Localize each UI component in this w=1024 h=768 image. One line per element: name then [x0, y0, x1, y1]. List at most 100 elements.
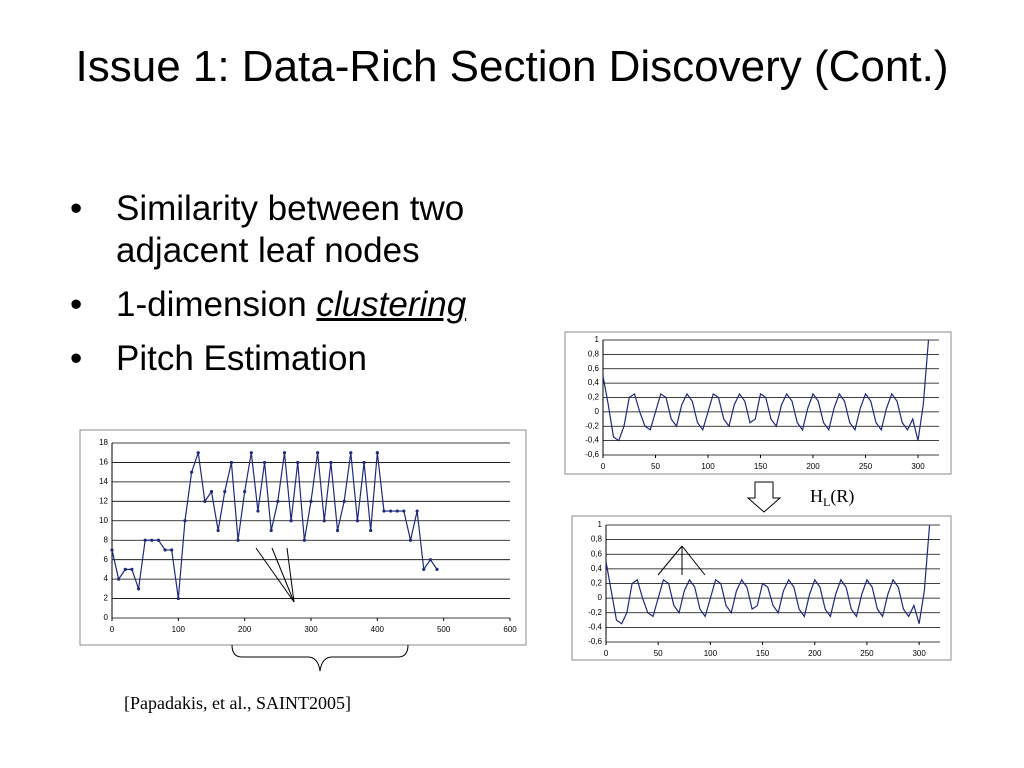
data-point — [329, 460, 333, 465]
data-point — [223, 490, 227, 494]
bullet: 1-dimension clustering — [60, 284, 560, 326]
data-point — [256, 509, 260, 513]
data-point — [375, 451, 379, 455]
y-tick-label: -0,6 — [588, 637, 602, 646]
bullet: Similarity between two adjacent leaf nod… — [60, 188, 560, 272]
x-tick-label: 600 — [503, 625, 517, 634]
data-point — [302, 538, 306, 542]
data-point — [408, 538, 413, 542]
x-tick-label: 0 — [601, 462, 606, 471]
y-tick-label: 0,4 — [588, 378, 600, 387]
data-point — [422, 567, 426, 571]
y-tick-label: 6 — [104, 555, 109, 564]
data-point — [117, 577, 121, 581]
y-tick-label: -0,2 — [588, 608, 602, 617]
y-tick-label: 0 — [598, 593, 603, 602]
x-tick-label: 200 — [808, 649, 822, 658]
y-tick-label: 4 — [104, 574, 109, 583]
bullet-emphasis: clustering — [316, 285, 467, 324]
data-point — [362, 460, 366, 465]
annotation-part: H — [810, 486, 823, 506]
data-point — [322, 519, 326, 523]
y-tick-label: 12 — [99, 496, 108, 505]
y-tick-label: 1 — [598, 520, 603, 529]
x-tick-label: 100 — [704, 649, 718, 658]
data-point — [428, 558, 432, 562]
x-tick-label: 0 — [604, 649, 609, 658]
data-point — [190, 470, 194, 474]
data-point — [355, 519, 360, 523]
y-tick-label: 0 — [595, 407, 600, 416]
data-point — [282, 451, 287, 455]
x-tick-label: 500 — [437, 625, 451, 634]
data-point — [395, 509, 399, 513]
slide-title: Issue 1: Data-Rich Section Discovery (Co… — [75, 42, 949, 91]
pointer-arrows — [231, 545, 706, 672]
y-tick-label: 16 — [99, 458, 108, 467]
data-point — [262, 460, 267, 465]
annotation: HL(R) — [810, 486, 854, 509]
data-point — [229, 460, 233, 465]
data-point — [123, 567, 127, 571]
x-tick-label: 250 — [859, 462, 873, 471]
annotation-sub: L — [823, 495, 830, 509]
y-tick-label: 14 — [99, 477, 108, 486]
x-tick-label: 300 — [911, 462, 925, 471]
data-point — [269, 528, 273, 533]
x-tick-label: 200 — [238, 625, 252, 634]
data-point — [196, 451, 200, 455]
y-tick-label: 0,4 — [591, 564, 603, 573]
bullet-list: Similarity between two adjacent leaf nod… — [60, 188, 560, 392]
y-tick-label: -0,2 — [585, 421, 599, 430]
data-point — [296, 460, 300, 465]
data-point — [316, 451, 320, 455]
data-point — [335, 528, 340, 533]
data-point — [170, 548, 174, 552]
data-point — [249, 451, 253, 455]
data-point — [389, 509, 393, 513]
x-tick-label: 50 — [651, 462, 660, 471]
data-point — [309, 499, 313, 503]
y-tick-label: 0,8 — [588, 349, 600, 358]
y-tick-label: -0,6 — [585, 450, 599, 459]
data-point — [289, 519, 293, 523]
y-tick-label: 1 — [595, 335, 600, 344]
annotation-part: (R) — [830, 486, 854, 507]
x-tick-label: 250 — [860, 649, 874, 658]
x-tick-label: 150 — [756, 649, 770, 658]
data-point — [369, 528, 373, 533]
data-point — [276, 499, 280, 503]
data-line — [602, 339, 930, 442]
x-tick-label: 100 — [172, 625, 186, 634]
down-arrow — [746, 481, 782, 513]
data-point — [183, 519, 187, 523]
data-point — [143, 538, 147, 542]
data-point — [349, 451, 353, 455]
x-tick-label: 100 — [701, 462, 715, 471]
data-point — [382, 509, 386, 513]
y-tick-label: 0,2 — [588, 393, 600, 402]
data-point — [435, 567, 439, 571]
data-point — [415, 509, 419, 513]
data-point — [110, 548, 114, 552]
data-point — [176, 596, 180, 601]
data-point — [402, 509, 406, 513]
data-line — [605, 524, 931, 625]
y-tick-label: 0,6 — [591, 549, 603, 558]
y-tick-label: 0,8 — [591, 535, 603, 544]
y-tick-label: 0,6 — [588, 364, 600, 373]
y-tick-label: 8 — [104, 535, 109, 544]
citation: [Papadakis, et al., SAINT2005] — [124, 693, 351, 713]
data-point — [150, 538, 154, 542]
data-point — [136, 587, 141, 591]
chart-frame — [79, 429, 527, 646]
y-tick-label: 0,2 — [591, 579, 603, 588]
x-tick-label: 50 — [654, 649, 663, 658]
x-tick-label: 300 — [912, 649, 926, 658]
y-tick-label: 10 — [99, 516, 108, 525]
data-point — [203, 499, 207, 503]
y-tick-label: 0 — [104, 613, 109, 622]
x-tick-label: 200 — [806, 462, 820, 471]
